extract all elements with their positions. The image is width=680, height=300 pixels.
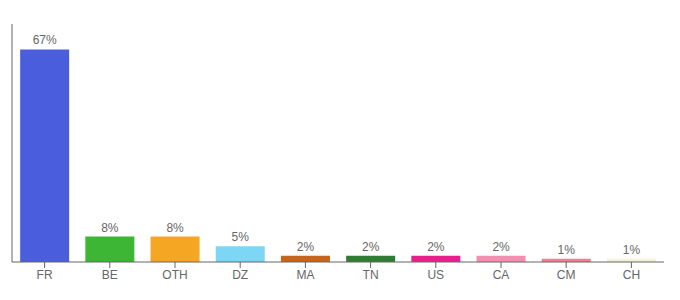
svg-text:MA: MA [296, 268, 314, 282]
svg-text:2%: 2% [427, 240, 445, 254]
svg-text:CA: CA [493, 268, 510, 282]
svg-text:1%: 1% [558, 243, 576, 257]
svg-text:5%: 5% [232, 230, 250, 244]
svg-text:CM: CM [557, 268, 576, 282]
svg-text:2%: 2% [362, 240, 380, 254]
svg-text:67%: 67% [33, 33, 57, 47]
svg-text:US: US [427, 268, 444, 282]
svg-text:2%: 2% [492, 240, 510, 254]
svg-text:8%: 8% [101, 221, 119, 235]
svg-text:DZ: DZ [232, 268, 248, 282]
svg-text:OTH: OTH [162, 268, 187, 282]
svg-text:1%: 1% [623, 243, 641, 257]
svg-text:2%: 2% [297, 240, 315, 254]
svg-text:BE: BE [102, 268, 118, 282]
svg-text:8%: 8% [166, 221, 184, 235]
svg-text:CH: CH [623, 268, 640, 282]
svg-text:TN: TN [363, 268, 379, 282]
svg-text:FR: FR [37, 268, 53, 282]
